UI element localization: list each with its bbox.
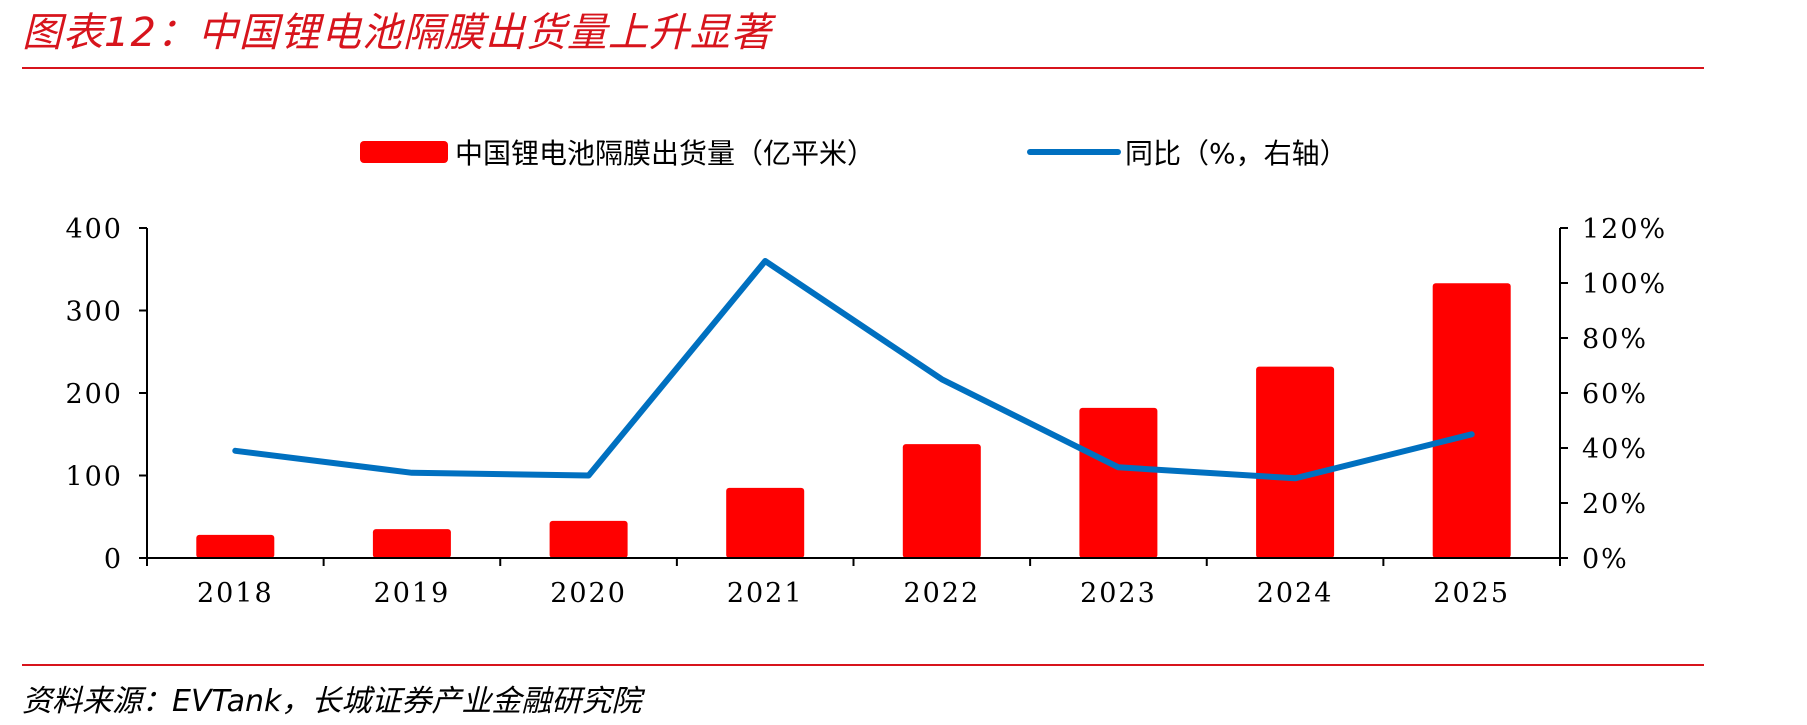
x-tick-label: 2023 [1080, 578, 1157, 609]
right-tick-label: 80% [1582, 324, 1648, 355]
bar-2019 [372, 529, 451, 558]
x-tick-label: 2019 [374, 578, 451, 609]
right-tick-label: 120% [1582, 214, 1667, 245]
legend-bar-label: 中国锂电池隔膜出货量（亿平米） [455, 137, 875, 170]
yoy-point-2020 [587, 474, 590, 477]
right-axis-ticks: 0% 20% 40% 60% 80% 100% 120% [1560, 214, 1667, 575]
left-tick-label: 400 [65, 214, 123, 245]
figure-source: 资料来源：EVTank，长城证券产业金融研究院 [22, 684, 642, 719]
x-tick-label: 2021 [727, 578, 804, 609]
title-divider [22, 67, 1704, 69]
left-tick-label: 200 [65, 379, 123, 410]
yoy-point-2018 [234, 449, 237, 452]
bar-series [196, 283, 1511, 558]
right-tick-label: 20% [1582, 489, 1648, 520]
yoy-point-2021 [764, 260, 767, 262]
yoy-line [232, 258, 1475, 482]
right-tick-label: 40% [1582, 434, 1648, 465]
line-series-group [232, 258, 1475, 482]
x-tick-label: 2025 [1433, 578, 1510, 609]
yoy-point-2022 [940, 378, 943, 381]
bar-2025 [1432, 283, 1511, 558]
x-tick-label: 2018 [197, 578, 274, 609]
yoy-point-2024 [1294, 477, 1297, 480]
x-tick-label: 2022 [903, 578, 980, 609]
bar-2024 [1256, 366, 1335, 558]
yoy-point-2025 [1470, 433, 1473, 436]
source-divider [22, 664, 1704, 666]
bar-2021 [726, 487, 805, 558]
bar-2023 [1079, 407, 1158, 558]
plot-area: 0 100 200 300 400 0% 20% 40% 60% 80% 100% 120% 201… [65, 214, 1667, 609]
bar-2022 [902, 444, 981, 558]
axes [146, 228, 1561, 559]
right-tick-label: 0% [1582, 544, 1629, 575]
left-tick-label: 300 [65, 297, 123, 328]
right-tick-label: 60% [1582, 379, 1648, 410]
x-tick-label: 2020 [550, 578, 627, 609]
yoy-point-2023 [1117, 466, 1120, 469]
right-tick-label: 100% [1582, 269, 1667, 300]
x-axis-ticks: 2018 2019 2020 2021 2022 2023 2024 2025 [146, 558, 1561, 609]
bar-2020 [549, 520, 628, 558]
legend-line-label: 同比（%，右轴） [1125, 137, 1348, 170]
yoy-point-2019 [410, 471, 413, 474]
left-tick-label: 0 [104, 544, 123, 575]
left-tick-label: 100 [65, 462, 123, 493]
x-tick-label: 2024 [1257, 578, 1334, 609]
legend-bar-swatch [360, 141, 448, 163]
bar-2018 [196, 534, 275, 558]
figure-title: 图表12：中国锂电池隔膜出货量上升显著 [22, 10, 772, 56]
left-axis-ticks: 0 100 200 300 400 [65, 214, 147, 575]
chart-legend: 中国锂电池隔膜出货量（亿平米） 同比（%，右轴） [360, 137, 1348, 170]
